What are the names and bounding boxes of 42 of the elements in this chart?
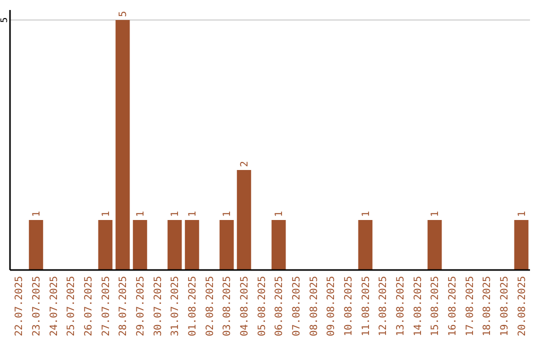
x-tick-label: 10.08.2025 (344, 276, 354, 336)
x-tick-label: 02.08.2025 (204, 276, 216, 336)
x-tick-label: 06.08.2025 (274, 276, 286, 336)
data-label: 1 (516, 210, 528, 217)
data-label: 5 (118, 10, 130, 17)
x-tick-label: 08.08.2025 (308, 276, 320, 336)
x-tick-label: 09.08.2025 (326, 276, 338, 336)
x-tick-label: 28.07.2025 (118, 276, 130, 336)
data-label: 2 (240, 160, 250, 167)
data-label: 1 (100, 210, 112, 217)
data-label: 1 (222, 210, 234, 217)
x-tick-label: 23.07.2025 (32, 276, 42, 336)
x-tick-label: 17.08.2025 (464, 276, 476, 336)
x-tick-label: 16.08.2025 (448, 276, 458, 336)
x-tick-label: 31.07.2025 (170, 276, 182, 336)
x-tick-label: 05.08.2025 (256, 276, 268, 336)
data-label: 1 (274, 210, 286, 217)
x-tick-label: 30.07.2025 (152, 276, 164, 336)
data-label: 1 (170, 210, 182, 217)
x-tick-label: 25.07.2025 (66, 276, 78, 336)
x-tick-label: 11.08.2025 (360, 276, 372, 336)
x-tick-label: 12.08.2025 (378, 276, 390, 336)
data-label: 1 (32, 210, 42, 217)
x-tick-label: 15.08.2025 (430, 276, 442, 336)
x-tick-label: 19.08.2025 (500, 276, 510, 336)
x-tick-label: 13.08.2025 (396, 276, 406, 336)
x-tick-label: 27.07.2025 (100, 276, 112, 336)
x-tick-label: 14.08.2025 (412, 276, 424, 336)
x-tick-label: 20.08.2025 (516, 276, 528, 336)
x-tick-label: 22.07.2025 (14, 276, 26, 336)
x-tick-label: 29.07.2025 (136, 276, 146, 336)
x-tick-label: 26.07.2025 (84, 276, 94, 336)
x-tick-label: 04.08.2025 (240, 276, 250, 336)
x-tick-label: 01.08.2025 (188, 276, 198, 336)
data-label: 1 (188, 210, 198, 217)
x-tick-label: 18.08.2025 (482, 276, 494, 336)
data-label: 1 (136, 210, 146, 217)
data-label: 1 (430, 210, 442, 217)
x-tick-label: 07.08.2025 (292, 276, 302, 336)
x-tick-label: 03.08.2025 (222, 276, 234, 336)
data-label: 1 (360, 210, 372, 217)
x-tick-label: 24.07.2025 (48, 276, 60, 336)
